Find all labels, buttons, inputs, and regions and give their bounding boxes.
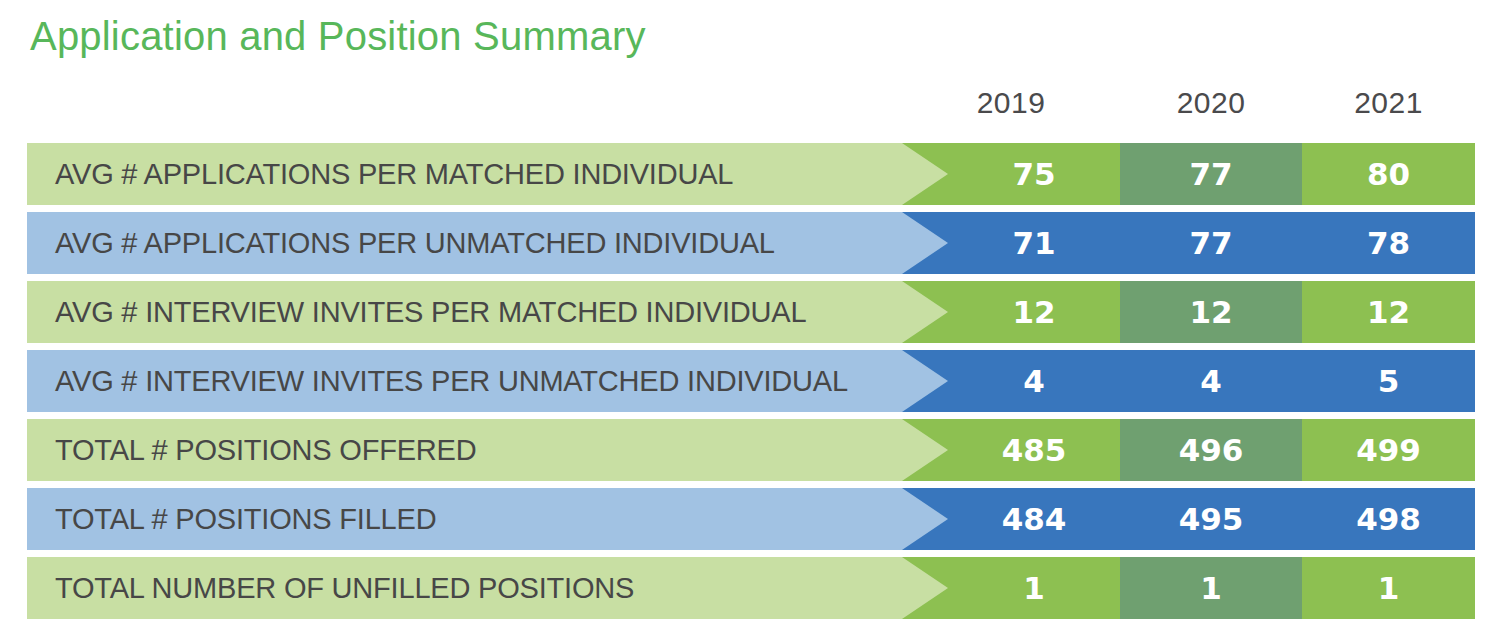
row-label: TOTAL # POSITIONS OFFERED (27, 419, 902, 481)
table-row: AVG # APPLICATIONS PER UNMATCHED INDIVID… (27, 212, 1475, 274)
arrow-right-icon (902, 557, 948, 619)
value-cell: 77 (1120, 212, 1302, 274)
year-header-2021: 2021 (1302, 86, 1475, 120)
value-cell: 4 (1120, 350, 1302, 412)
table-row: TOTAL NUMBER OF UNFILLED POSITIONS 1 1 1 (27, 557, 1475, 619)
row-label: TOTAL NUMBER OF UNFILLED POSITIONS (27, 557, 902, 619)
row-label-text: AVG # APPLICATIONS PER UNMATCHED INDIVID… (55, 227, 775, 260)
row-label-text: TOTAL NUMBER OF UNFILLED POSITIONS (55, 572, 634, 605)
row-label-text: AVG # INTERVIEW INVITES PER UNMATCHED IN… (55, 365, 848, 398)
arrow-right-icon (902, 143, 948, 205)
arrow-right-icon (902, 488, 948, 550)
row-label: AVG # INTERVIEW INVITES PER MATCHED INDI… (27, 281, 902, 343)
value-cell: 495 (1120, 488, 1302, 550)
arrow-right-icon (902, 212, 948, 274)
row-label-text: AVG # APPLICATIONS PER MATCHED INDIVIDUA… (55, 158, 733, 191)
value-cell: 12 (1120, 281, 1302, 343)
value-cell: 77 (1120, 143, 1302, 205)
table-row: TOTAL # POSITIONS FILLED 484 495 498 (27, 488, 1475, 550)
table-row: TOTAL # POSITIONS OFFERED 485 496 499 (27, 419, 1475, 481)
year-header-row: 2019 2020 2021 (27, 86, 1475, 120)
row-label-text: TOTAL # POSITIONS OFFERED (55, 434, 476, 467)
arrow-right-icon (902, 419, 948, 481)
application-position-summary-page: Application and Position Summary 2019 20… (0, 0, 1500, 637)
row-label: AVG # APPLICATIONS PER MATCHED INDIVIDUA… (27, 143, 902, 205)
value-cell: 1 (1302, 557, 1475, 619)
year-header-2019: 2019 (902, 86, 1120, 120)
value-cell: 80 (1302, 143, 1475, 205)
arrow-right-icon (902, 281, 948, 343)
row-label: TOTAL # POSITIONS FILLED (27, 488, 902, 550)
table-row: AVG # INTERVIEW INVITES PER MATCHED INDI… (27, 281, 1475, 343)
table-row: AVG # INTERVIEW INVITES PER UNMATCHED IN… (27, 350, 1475, 412)
row-label-text: AVG # INTERVIEW INVITES PER MATCHED INDI… (55, 296, 806, 329)
value-cell: 499 (1302, 419, 1475, 481)
value-cell: 5 (1302, 350, 1475, 412)
value-cell: 496 (1120, 419, 1302, 481)
row-label: AVG # INTERVIEW INVITES PER UNMATCHED IN… (27, 350, 902, 412)
row-label-text: TOTAL # POSITIONS FILLED (55, 503, 436, 536)
arrow-right-icon (902, 350, 948, 412)
year-header-2020: 2020 (1120, 86, 1302, 120)
summary-table: AVG # APPLICATIONS PER MATCHED INDIVIDUA… (27, 143, 1475, 619)
value-cell: 498 (1302, 488, 1475, 550)
value-cell: 12 (1302, 281, 1475, 343)
value-cell: 78 (1302, 212, 1475, 274)
row-label: AVG # APPLICATIONS PER UNMATCHED INDIVID… (27, 212, 902, 274)
value-cell: 1 (1120, 557, 1302, 619)
table-row: AVG # APPLICATIONS PER MATCHED INDIVIDUA… (27, 143, 1475, 205)
page-title: Application and Position Summary (30, 12, 646, 60)
